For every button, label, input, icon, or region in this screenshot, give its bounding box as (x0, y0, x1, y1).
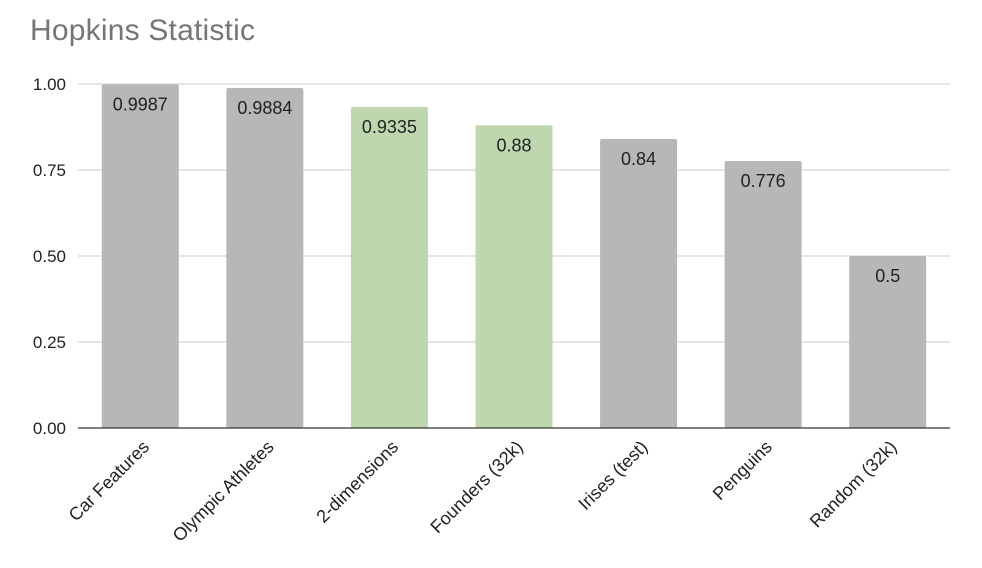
y-axis-ticks: 0.00 0.25 0.50 0.75 1.00 (33, 75, 66, 438)
x-category-label: Random (32k) (806, 437, 901, 532)
x-axis-categories: Car Features Olympic Athletes 2-dimensions… (65, 437, 901, 546)
bar-value-label: 0.88 (496, 135, 531, 155)
bar (724, 161, 802, 428)
y-tick-label: 0.00 (33, 419, 66, 438)
bar (226, 87, 304, 428)
bar (475, 125, 553, 428)
bar (600, 139, 678, 429)
bar-value-label: 0.9987 (113, 94, 168, 114)
y-tick-label: 0.75 (33, 161, 66, 180)
bar (350, 106, 428, 428)
x-category-label: Irises (test) (574, 437, 651, 514)
chart-title: Hopkins Statistic (30, 14, 256, 47)
bars (101, 84, 927, 429)
y-tick-label: 1.00 (33, 75, 66, 94)
x-category-label: Penguins (709, 437, 776, 504)
bar-value-label: 0.9335 (362, 117, 417, 137)
x-category-label: Founders (32k) (426, 437, 526, 537)
data-labels: 0.9987 0.9884 0.9335 0.88 0.84 0.776 0.5 (113, 94, 900, 286)
bar-value-label: 0.9884 (237, 98, 292, 118)
bar (101, 84, 179, 428)
y-tick-label: 0.50 (33, 247, 66, 266)
y-tick-label: 0.25 (33, 333, 66, 352)
x-category-label: Car Features (65, 437, 153, 525)
bar-value-label: 0.5 (875, 266, 900, 286)
x-category-label: Olympic Athletes (169, 437, 278, 546)
x-category-label: 2-dimensions (312, 437, 402, 527)
bar-value-label: 0.776 (741, 171, 786, 191)
bar-value-label: 0.84 (621, 149, 656, 169)
bar (849, 256, 927, 428)
